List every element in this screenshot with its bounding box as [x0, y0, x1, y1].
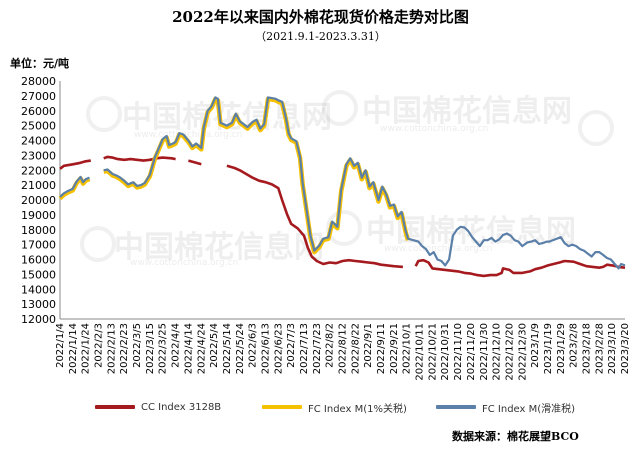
y-tick-label: 17000 — [21, 239, 56, 252]
x-tick-label: 2022/9/21 — [389, 323, 400, 374]
x-tick-label: 2022/11/30 — [479, 323, 490, 381]
x-tick-label: 2022/11/20 — [466, 323, 477, 381]
y-tick-label: 16000 — [21, 254, 56, 267]
x-tick-label: 2023/2/8 — [569, 323, 580, 368]
x-tick-label: 2022/7/23 — [312, 323, 323, 374]
x-tick-label: 2023/1/29 — [556, 323, 567, 374]
chart-subtitle: （2021.9.1-2023.3.31） — [255, 30, 386, 43]
x-tick-label: 2022/5/14 — [222, 323, 233, 374]
x-tick-label: 2023/2/28 — [594, 323, 605, 374]
x-tick-label: 2022/1/24 — [81, 323, 92, 374]
x-tick-label: 2022/4/14 — [183, 323, 194, 374]
x-tick-label: 2022/10/11 — [415, 323, 426, 381]
x-tick-label: 2022/3/15 — [145, 323, 156, 374]
x-tick-label: 2022/7/13 — [299, 323, 310, 374]
x-tick-label: 2022/9/1 — [363, 323, 374, 368]
watermark-text: 中国棉花信息网 — [114, 230, 324, 265]
y-tick-label: 27000 — [21, 90, 56, 103]
x-tick-label: 2022/8/12 — [338, 323, 349, 374]
y-tick-label: 18000 — [21, 224, 56, 237]
legend-label-fc-index-slide: FC Index M(滑准税) — [482, 403, 576, 415]
series-line-fc-index-1pct — [58, 96, 411, 255]
legend-item-fc-index-slide: FC Index M(滑准税) — [436, 400, 576, 415]
x-tick-label: 2022/12/10 — [492, 323, 503, 381]
x-tick-label: 2022/2/23 — [119, 323, 130, 374]
y-tick-label: 23000 — [21, 149, 56, 162]
y-tick-label: 13000 — [21, 298, 56, 311]
series-line-fc-index-slide — [59, 96, 626, 270]
x-tick-label: 2022/11/10 — [453, 323, 464, 381]
watermark-logo-icon — [86, 96, 122, 132]
legend-item-fc-index-1pct: FC Index M(1%关税) — [262, 400, 407, 415]
x-tick-label: 2022/3/25 — [158, 323, 169, 374]
legend-swatch-cc-index — [95, 405, 135, 409]
legend-label-cc-index: CC Index 3128B — [141, 401, 222, 413]
unit-label: 单位：元/吨 — [10, 57, 70, 70]
x-tick-label: 2022/12/30 — [517, 323, 528, 381]
x-tick-label: 2022/12/20 — [504, 323, 515, 381]
watermark-url: www.cottonchina.org.cn — [380, 124, 489, 134]
watermark-url: www.cottonchina.org.cn — [130, 258, 239, 268]
legend-swatch-fc-index-1pct — [262, 405, 302, 409]
x-tick-label: 2022/5/4 — [209, 323, 220, 368]
chart-title: 2022年以来国内外棉花现货价格走势对比图 — [172, 8, 469, 26]
series-line-cc-index — [59, 155, 626, 278]
y-tick-label: 26000 — [21, 105, 56, 118]
x-tick-label: 2022/1/4 — [55, 323, 66, 368]
x-tick-label: 2023/2/18 — [581, 323, 592, 374]
y-tick-label: 20000 — [21, 194, 56, 207]
watermark-logo-icon — [80, 226, 116, 262]
y-tick-label: 25000 — [21, 120, 56, 133]
y-tick-label: 12000 — [21, 313, 56, 326]
watermark-logo-icon — [322, 90, 358, 126]
x-tick-label: 2022/6/13 — [260, 323, 271, 374]
y-tick-label: 14000 — [21, 283, 56, 296]
x-axis: 2022/1/4 2022/1/14 2022/1/24 2022/2/3 2022/2… — [55, 318, 631, 381]
x-tick-label: 2022/8/2 — [325, 323, 336, 368]
data-source: 数据来源：棉花展望BCO — [452, 430, 579, 443]
watermark-url: www.cottonchina.org.cn — [384, 244, 493, 254]
x-tick-label: 2022/2/13 — [106, 323, 117, 374]
x-tick-label: 2022/8/22 — [350, 323, 361, 374]
x-tick-label: 2022/4/24 — [196, 323, 207, 374]
y-tick-label: 19000 — [21, 209, 56, 222]
x-tick-label: 2022/1/14 — [68, 323, 79, 374]
x-tick-label: 2022/6/3 — [248, 323, 259, 368]
watermark-url: www.cottonchina.org.cn — [134, 130, 243, 140]
x-tick-label: 2022/4/4 — [171, 323, 182, 368]
watermark-logo-icon — [578, 110, 614, 146]
x-tick-label: 2022/6/23 — [273, 323, 284, 374]
legend-label-fc-index-1pct: FC Index M(1%关税) — [308, 403, 407, 415]
watermark-logo-icon — [326, 210, 362, 246]
x-tick-label: 2022/9/11 — [376, 323, 387, 374]
x-tick-label: 2023/1/9 — [530, 323, 541, 368]
legend-swatch-fc-index-slide — [436, 405, 476, 409]
x-tick-label: 2022/7/3 — [286, 323, 297, 368]
x-tick-label: 2022/10/1 — [402, 323, 413, 374]
y-tick-label: 22000 — [21, 164, 56, 177]
x-tick-label: 2023/1/19 — [543, 323, 554, 374]
x-tick-label: 2023/3/20 — [620, 323, 631, 374]
x-tick-label: 2023/3/10 — [607, 323, 618, 374]
y-tick-label: 24000 — [21, 135, 56, 148]
x-tick-label: 2022/3/5 — [132, 323, 143, 368]
x-tick-label: 2022/10/21 — [427, 323, 438, 381]
x-tick-label: 2022/2/3 — [94, 323, 105, 368]
x-tick-label: 2022/10/31 — [440, 323, 451, 381]
y-tick-label: 28000 — [21, 75, 56, 88]
series-layer — [58, 96, 626, 278]
y-tick-label: 15000 — [21, 268, 56, 281]
x-tick-label: 2022/5/24 — [235, 323, 246, 374]
legend-item-cc-index: CC Index 3128B — [95, 400, 221, 414]
y-tick-label: 21000 — [21, 179, 56, 192]
watermark-text: 中国棉花信息网 — [362, 94, 572, 129]
